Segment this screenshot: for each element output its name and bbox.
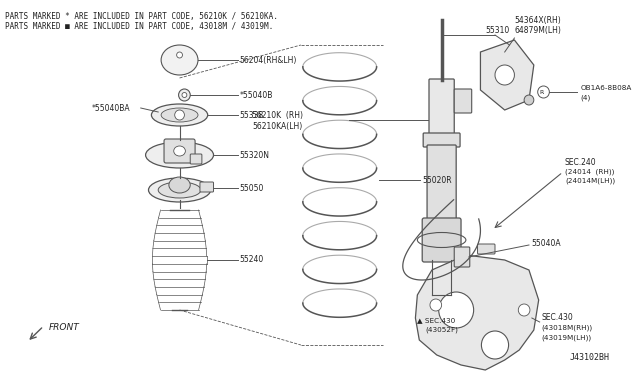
Text: SEC.240: SEC.240 xyxy=(565,157,596,167)
Text: (4): (4) xyxy=(580,95,591,101)
Circle shape xyxy=(481,331,509,359)
FancyBboxPatch shape xyxy=(164,139,195,163)
Text: (43052F): (43052F) xyxy=(425,327,458,333)
Circle shape xyxy=(175,110,184,120)
Text: OB1A6-8B08A: OB1A6-8B08A xyxy=(580,85,632,91)
Ellipse shape xyxy=(169,177,190,193)
Text: (24014M(LH)): (24014M(LH)) xyxy=(565,178,615,184)
Ellipse shape xyxy=(431,298,452,312)
Ellipse shape xyxy=(148,178,211,202)
Text: *55040B: *55040B xyxy=(240,90,273,99)
FancyBboxPatch shape xyxy=(423,133,460,147)
Text: PARTS MARKED ■ ARE INCLUDED IN PART CODE, 43018M / 43019M.: PARTS MARKED ■ ARE INCLUDED IN PART CODE… xyxy=(5,22,273,31)
Text: 55020R: 55020R xyxy=(422,176,452,185)
Text: 55040A: 55040A xyxy=(531,238,561,247)
FancyBboxPatch shape xyxy=(427,145,456,227)
Circle shape xyxy=(438,292,474,328)
Ellipse shape xyxy=(161,45,198,75)
Text: 55240: 55240 xyxy=(240,256,264,264)
Circle shape xyxy=(177,52,182,58)
FancyBboxPatch shape xyxy=(454,89,472,113)
FancyBboxPatch shape xyxy=(200,182,214,192)
Text: 54364X(RH): 54364X(RH) xyxy=(515,16,561,25)
Text: 56210KA(LH): 56210KA(LH) xyxy=(252,122,303,131)
Text: 64879M(LH): 64879M(LH) xyxy=(515,26,561,35)
Polygon shape xyxy=(481,40,534,110)
Text: (24014  (RH)): (24014 (RH)) xyxy=(565,169,614,175)
FancyBboxPatch shape xyxy=(190,154,202,164)
Text: J43102BH: J43102BH xyxy=(570,353,609,362)
Circle shape xyxy=(518,304,530,316)
Text: (43019M(LH)): (43019M(LH)) xyxy=(541,335,592,341)
Text: 55320N: 55320N xyxy=(240,151,269,160)
Text: FRONT: FRONT xyxy=(49,324,79,333)
FancyBboxPatch shape xyxy=(477,244,495,254)
Text: PARTS MARKED * ARE INCLUDED IN PART CODE, 56210K / 56210KA.: PARTS MARKED * ARE INCLUDED IN PART CODE… xyxy=(5,12,278,21)
Circle shape xyxy=(182,93,187,97)
Text: R: R xyxy=(540,90,544,94)
Text: 55050: 55050 xyxy=(240,183,264,192)
FancyBboxPatch shape xyxy=(422,218,461,262)
Text: 56210K  (RH): 56210K (RH) xyxy=(252,110,303,119)
Text: 55338: 55338 xyxy=(240,110,264,119)
Ellipse shape xyxy=(161,108,198,122)
Circle shape xyxy=(524,95,534,105)
Ellipse shape xyxy=(145,142,214,168)
Text: 56204(RH&LH): 56204(RH&LH) xyxy=(240,55,297,64)
Text: SEC.430: SEC.430 xyxy=(541,314,573,323)
Ellipse shape xyxy=(152,104,208,126)
Text: 55310: 55310 xyxy=(485,26,509,35)
FancyBboxPatch shape xyxy=(429,79,454,141)
Ellipse shape xyxy=(158,182,201,198)
Ellipse shape xyxy=(436,302,447,308)
Ellipse shape xyxy=(173,146,186,156)
Circle shape xyxy=(430,299,442,311)
Text: ▲ SEC.430: ▲ SEC.430 xyxy=(417,317,456,323)
FancyBboxPatch shape xyxy=(454,247,470,267)
Polygon shape xyxy=(415,255,539,370)
Circle shape xyxy=(179,89,190,101)
Text: *55040BA: *55040BA xyxy=(92,103,131,112)
Circle shape xyxy=(495,65,515,85)
Text: (43018M(RH)): (43018M(RH)) xyxy=(541,325,593,331)
